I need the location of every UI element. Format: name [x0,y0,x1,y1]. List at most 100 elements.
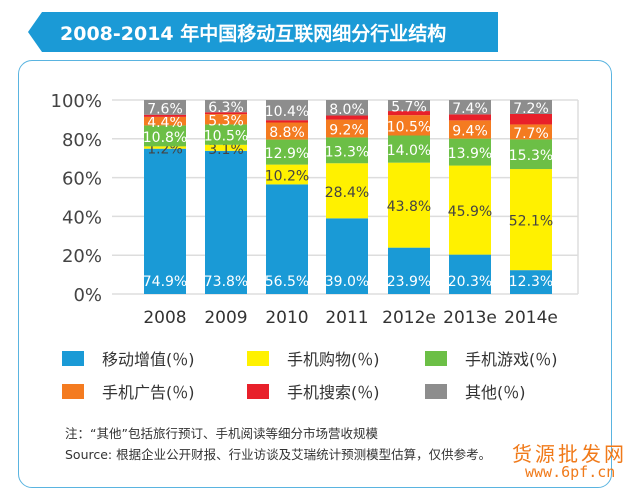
title-banner [28,12,498,52]
bar-segment [510,100,552,114]
data-label: 13.9% [448,146,492,162]
data-label: 10.4% [265,104,309,120]
data-label: 9.4% [452,123,488,139]
data-label: 39.0% [325,274,369,290]
data-label: 13.3% [325,144,369,160]
data-label: 3.1% [208,142,244,158]
bar-segment [326,100,368,116]
data-label: 28.4% [325,185,369,201]
data-label: 74.9% [143,274,187,290]
bar-segment [388,100,430,112]
legend-item: 手机购物(％) [247,346,380,370]
data-label: 7.4% [452,101,488,117]
bar-segment [266,122,308,140]
x-tick-label: 2010 [265,308,308,328]
data-label: 9.2% [329,123,365,139]
data-label: 23.9% [387,274,431,290]
bar-segment [205,100,247,113]
bar-segment [326,119,368,138]
data-label: 12.3% [509,274,553,290]
data-label: 45.9% [448,204,492,220]
bar-segment [388,135,430,163]
bar-segment [266,139,308,165]
data-label: 7.7% [513,126,549,142]
bar-segment [326,137,368,164]
legend-label: 手机购物(％) [287,350,380,369]
bar-segment [205,150,247,294]
bar-segment [144,114,186,117]
legend-swatch [425,383,447,399]
x-tick-label: 2011 [325,308,368,328]
data-label: 12.9% [265,146,309,162]
bar-segment [266,164,308,185]
data-label: 8.0% [329,102,365,118]
bar-segment [266,100,308,121]
bar-segment [205,112,247,115]
bar-segment [449,138,491,166]
legend-label: 其他(％) [465,383,526,402]
bar-segment [388,111,430,116]
data-label: 7.2% [513,101,549,117]
data-label: 43.8% [387,199,431,215]
bar-segment [326,115,368,120]
data-label: 10.8% [143,130,187,146]
bar-segment [388,162,430,248]
bar-segment [510,270,552,294]
bar-segment [449,100,491,115]
data-label: 10.5% [204,129,248,145]
legend-item: 手机广告(％) [62,379,195,403]
legend-label: 手机搜索(％) [287,383,380,402]
legend-label: 手机游戏(％) [465,350,558,369]
x-tick-label: 2009 [204,308,247,328]
legend-swatch [247,350,269,366]
bar-segment [510,124,552,140]
bar-segment [449,165,491,255]
bar-segment [266,120,308,123]
y-tick-label: 60% [62,169,102,190]
data-label: 5.7% [391,100,427,116]
x-tick-label: 2014e [504,308,558,328]
data-label: 56.5% [265,274,309,290]
watermark-url: www.6pf.cn [525,463,616,481]
legend-swatch [425,350,447,366]
bar-segment [510,113,552,125]
bar-segment [144,146,186,149]
bar-segment [510,169,552,271]
chart-title: 2008-2014 年中国移动互联网细分行业结构 [60,23,447,45]
data-label: 4.4% [147,115,183,131]
legend-label: 手机广告(％) [102,383,195,402]
bar-segment [510,139,552,170]
bar-segment [326,218,368,294]
bar-segment [205,124,247,145]
legend-item: 移动增值(％) [62,346,195,370]
data-label: 10.2% [265,168,309,184]
bar-segment [388,115,430,136]
data-label: 52.1% [509,214,553,230]
legend-label: 移动增值(％) [102,350,195,369]
bar-segment [388,247,430,294]
bar-segment [449,114,491,121]
legend-swatch [62,350,84,366]
data-label: 20.3% [448,274,492,290]
chart-frame [18,60,612,488]
y-tick-label: 100% [51,91,102,112]
legend-swatch [247,383,269,399]
bar-segment [266,184,308,294]
x-tick-label: 2012e [382,308,436,328]
legend-item: 其他(％) [425,379,526,403]
bar-segment [144,148,186,294]
bar-segment [449,120,491,139]
bar-segment [449,254,491,294]
legend-item: 手机游戏(％) [425,346,558,370]
data-label: 15.3% [509,148,553,164]
y-tick-label: 80% [62,130,102,151]
source-text: Source: 根据企业公开财报、行业访谈及艾瑞统计预测模型估算，仅供参考。 [65,447,492,462]
bar-segment [144,100,186,115]
data-label: 73.8% [204,274,248,290]
data-label: 5.3% [208,113,244,129]
bar-segment [326,163,368,219]
y-tick-label: 40% [62,207,102,228]
y-tick-label: 20% [62,246,102,267]
note-text: 注：“其他”包括旅行预订、手机阅读等细分市场营收规模 [65,426,378,441]
x-tick-label: 2013e [443,308,497,328]
